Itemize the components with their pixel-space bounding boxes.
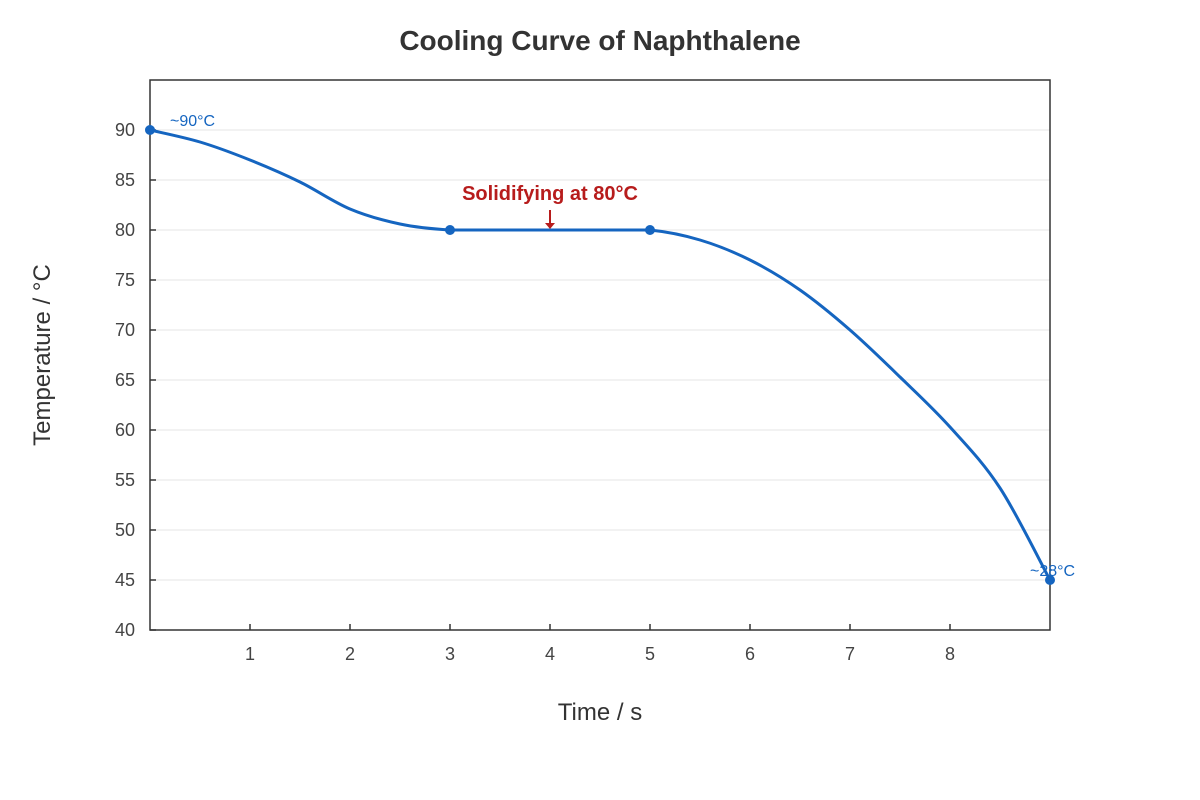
annotation-arrow-head (545, 223, 555, 229)
series-line-cooling (148, 128, 1052, 582)
data-point (645, 225, 655, 235)
data-label: ~90°C (170, 113, 215, 130)
chart-title: Cooling Curve of Naphthalene (399, 25, 800, 56)
y-tick-label: 60 (115, 420, 135, 440)
x-axis-label: Time / s (558, 699, 642, 726)
annotation-label: Solidifying at 80°C (462, 183, 638, 205)
y-tick-label: 50 (115, 520, 135, 540)
y-tick-label: 45 (115, 570, 135, 590)
data-point (145, 125, 155, 135)
plot-frame (149, 79, 1051, 631)
markers-layer: ~90°C ~28°C (145, 113, 1075, 585)
y-tick-label: 90 (115, 120, 135, 140)
y-tick-label: 40 (115, 620, 135, 640)
x-tick-label: 5 (645, 644, 655, 664)
y-tick-label: 70 (115, 320, 135, 340)
x-tick-label: 3 (445, 644, 455, 664)
x-tick-label: 1 (245, 644, 255, 664)
y-tick-label: 75 (115, 270, 135, 290)
grid-lines (150, 129, 1050, 581)
y-tick-label: 55 (115, 470, 135, 490)
series-layer (148, 128, 1052, 582)
x-tick-label: 6 (745, 644, 755, 664)
y-tick-label: 85 (115, 170, 135, 190)
data-point (1045, 575, 1055, 585)
y-axis-label: Temperature / °C (29, 264, 56, 446)
data-point (445, 225, 455, 235)
data-label: ~28°C (1030, 563, 1075, 580)
x-tick-label: 8 (945, 644, 955, 664)
x-tick-label: 4 (545, 644, 555, 664)
y-tick-label: 65 (115, 370, 135, 390)
annotation-layer: Solidifying at 80°C (462, 183, 638, 229)
x-tick-label: 2 (345, 644, 355, 664)
x-tick-label: 7 (845, 644, 855, 664)
y-tick-label: 80 (115, 220, 135, 240)
